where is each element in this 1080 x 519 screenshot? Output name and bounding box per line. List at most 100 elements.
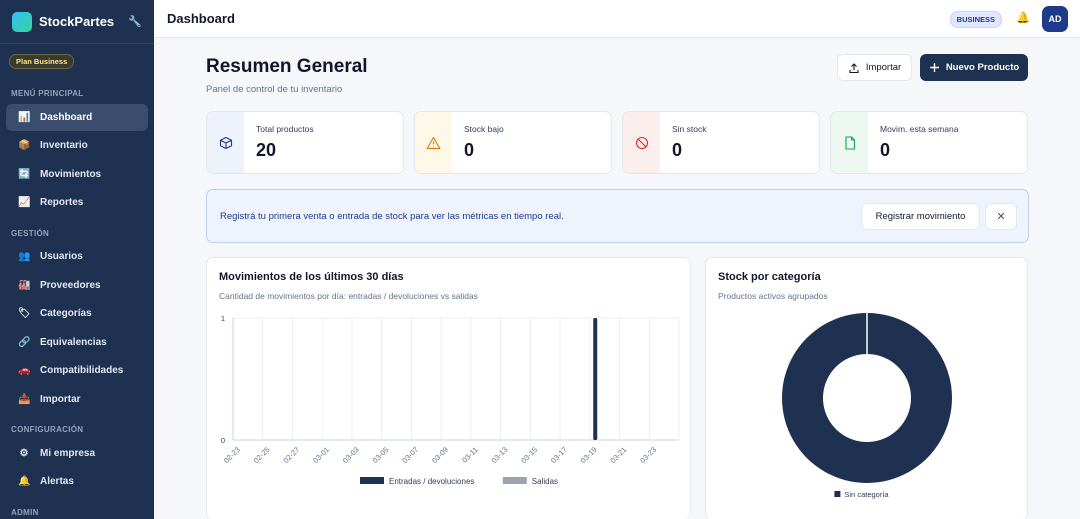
bar <box>593 318 598 440</box>
stat-icon-box <box>207 112 244 173</box>
legend-swatch <box>834 491 841 497</box>
stat-label: Stock bajo <box>464 124 504 134</box>
new-product-button[interactable]: Nuevo Producto <box>920 54 1028 81</box>
sidebar-item-label: Equivalencias <box>40 337 107 348</box>
y-tick-label: 0 <box>221 436 225 445</box>
sidebar-item-compatibilidades[interactable]: 🚗 Compatibilidades <box>6 357 148 384</box>
stat-icon-box <box>623 112 660 173</box>
stat-card-movimientos-semana: Movim. esta semana 0 <box>830 111 1028 174</box>
sidebar-item-label: Categorías <box>40 308 92 319</box>
stat-icon-box <box>415 112 452 173</box>
stat-label: Total productos <box>256 124 314 134</box>
logo <box>12 11 32 32</box>
sidebar-item-label: Reportes <box>40 197 84 208</box>
stat-card-stock-bajo: Stock bajo 0 <box>414 111 612 174</box>
topbar: Dashboard BUSINESS 🔔 AD <box>154 0 1080 38</box>
x-tick-label: 03-01 <box>311 445 331 465</box>
x-tick-label: 03-03 <box>341 445 361 465</box>
sidebar-item-equivalencias[interactable]: 🔗 Equivalencias <box>6 329 148 356</box>
legend-label: Salidas <box>532 477 558 486</box>
bell-icon: 🔔 <box>18 476 31 487</box>
sidebar-item-label: Mi empresa <box>40 448 96 459</box>
link-icon: 🔗 <box>18 337 31 348</box>
line-chart-icon: 📈 <box>18 197 31 208</box>
stat-label: Sin stock <box>672 124 707 134</box>
x-tick-label: 03-11 <box>460 445 480 465</box>
sidebar-item-movimientos[interactable]: 🔄 Movimientos <box>6 161 148 188</box>
import-button-label: Importar <box>865 62 902 73</box>
x-tick-label: 03-13 <box>490 445 510 465</box>
page-title: Dashboard <box>167 11 235 26</box>
panel-title: Movimientos de los últimos 30 días <box>219 271 404 283</box>
section-label-menu: MENÚ PRINCIPAL <box>11 89 84 98</box>
brand-name: StockPartes <box>39 14 115 29</box>
sidebar-item-label: Proveedores <box>40 280 101 291</box>
upload-icon <box>849 62 859 73</box>
sidebar-item-reportes[interactable]: 📈 Reportes <box>6 189 148 216</box>
legend-swatch <box>502 477 527 484</box>
x-tick-label: 02-23 <box>222 445 242 465</box>
close-icon[interactable]: ✕ <box>985 203 1017 230</box>
cycle-icon: 🔄 <box>18 169 31 180</box>
section-label-configuracion: CONFIGURACIÓN <box>11 425 84 434</box>
wrench-icon[interactable]: 🔧 <box>128 16 142 28</box>
main-title: Resumen General <box>206 56 368 77</box>
panel-subtitle: Productos activos agrupados <box>718 291 828 301</box>
x-tick-label: 03-15 <box>519 445 539 465</box>
main-subtitle: Panel de control de tu inventario <box>206 84 343 95</box>
sidebar-item-alertas[interactable]: 🔔 Alertas <box>6 468 148 495</box>
x-tick-label: 03-05 <box>371 445 391 465</box>
section-label-admin: ADMIN <box>11 508 39 517</box>
stat-value: 0 <box>880 140 891 160</box>
plan-badge: Plan Business <box>9 54 75 69</box>
category-chart: Sin categoría <box>781 313 952 499</box>
y-tick-label: 1 <box>221 314 225 323</box>
x-tick-label: 02-25 <box>252 445 272 465</box>
package-icon: 📦 <box>18 140 31 151</box>
legend-label: Sin categoría <box>844 490 889 499</box>
stat-label: Movim. esta semana <box>880 124 959 134</box>
info-banner: Registrá tu primera venta o entrada de s… <box>206 189 1029 243</box>
warning-icon <box>426 136 441 149</box>
stat-value: 20 <box>256 140 277 160</box>
new-product-button-label: Nuevo Producto <box>945 62 1020 73</box>
panel-title: Stock por categoría <box>718 271 821 283</box>
plan-tier-badge: BUSINESS <box>949 11 1002 28</box>
sidebar-item-dashboard[interactable]: 📊 Dashboard <box>6 104 148 131</box>
sidebar-item-label: Compatibilidades <box>40 365 124 376</box>
legend-swatch <box>360 477 384 484</box>
register-movement-button[interactable]: Registrar movimiento <box>861 203 980 230</box>
sidebar-item-mi-empresa[interactable]: ⚙ Mi empresa <box>6 440 148 467</box>
brand[interactable]: StockPartes 🔧 <box>0 0 154 44</box>
sidebar-item-label: Usuarios <box>40 251 83 262</box>
x-tick-label: 03-07 <box>400 445 420 465</box>
pie-slice <box>781 313 952 483</box>
label-icon: 🏷 <box>18 308 31 319</box>
sidebar-item-importar[interactable]: 📥 Importar <box>6 386 148 413</box>
import-button[interactable]: Importar <box>837 54 912 81</box>
category-panel: Stock por categoría Productos activos ag… <box>705 257 1028 519</box>
x-tick-label: 03-17 <box>549 445 569 465</box>
sidebar-item-categorias[interactable]: 🏷 Categorías <box>6 300 148 327</box>
users-icon: 👥 <box>18 251 31 262</box>
sidebar-item-label: Importar <box>40 394 81 405</box>
stat-icon-box <box>831 112 868 173</box>
box-icon <box>219 136 232 149</box>
panel-subtitle: Cantidad de movimientos por día: entrada… <box>219 291 478 301</box>
legend-label: Entradas / devoluciones <box>389 477 474 486</box>
block-icon <box>635 136 648 149</box>
movements-panel: Movimientos de los últimos 30 días Canti… <box>206 257 691 519</box>
banner-text: Registrá tu primera venta o entrada de s… <box>220 211 564 222</box>
sidebar-item-proveedores[interactable]: 🏭 Proveedores <box>6 272 148 299</box>
x-tick-label: 03-21 <box>608 445 628 465</box>
notification-bell-icon[interactable]: 🔔 <box>1016 12 1030 24</box>
gear-icon: ⚙ <box>19 448 29 459</box>
sidebar-item-inventario[interactable]: 📦 Inventario <box>6 132 148 159</box>
plus-icon <box>929 63 939 72</box>
sidebar: StockPartes 🔧 Plan Business MENÚ PRINCIP… <box>0 0 154 519</box>
avatar[interactable]: AD <box>1042 6 1068 32</box>
stat-value: 0 <box>672 140 683 160</box>
stat-card-total-productos: Total productos 20 <box>206 111 404 174</box>
sidebar-item-usuarios[interactable]: 👥 Usuarios <box>6 243 148 270</box>
document-icon <box>844 135 855 150</box>
